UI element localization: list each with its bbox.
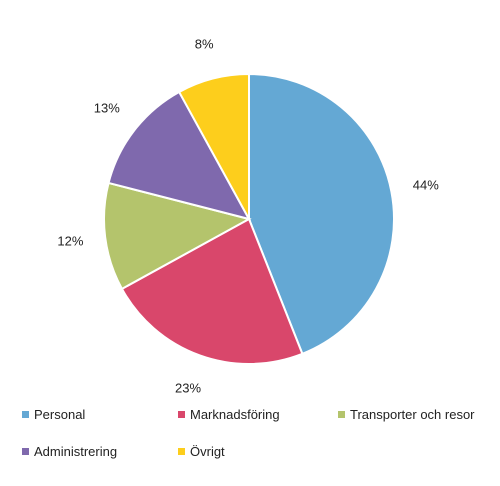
legend-label-marknadsforing: Marknadsföring (190, 407, 280, 422)
legend-swatch-transporter-och-resor (338, 411, 345, 418)
legend: Personal Marknadsföring Transporter och re… (22, 407, 475, 459)
legend-item-marknadsforing: Marknadsföring (178, 407, 280, 422)
pie-slice-administrering (107, 90, 251, 221)
legend-swatch-personal (22, 411, 29, 418)
pie-slice-marknadsforing (120, 217, 304, 365)
pie-slice-transporter-och-resor (103, 181, 252, 291)
legend-label-personal: Personal (34, 407, 85, 422)
data-label-marknadsforing: 23% (175, 380, 201, 395)
legend-item-administrering: Administrering (22, 444, 117, 459)
legend-item-personal: Personal (22, 407, 85, 422)
legend-swatch-administrering (22, 448, 29, 455)
data-label-ovrigt: 8% (195, 37, 214, 52)
data-label-transporter-och-resor: 12% (57, 234, 83, 249)
pie-data-labels: 44% 23% 12% 13% 8% (57, 37, 439, 396)
legend-item-transporter-och-resor: Transporter och resor (338, 407, 475, 422)
legend-swatch-marknadsforing (178, 411, 185, 418)
data-label-administrering: 13% (94, 101, 120, 116)
data-label-personal: 44% (413, 177, 439, 192)
pie-slice-personal (248, 72, 395, 356)
pie-slices (103, 72, 395, 365)
legend-label-administrering: Administrering (34, 444, 117, 459)
legend-item-ovrigt: Övrigt (178, 444, 225, 459)
legend-swatch-ovrigt (178, 448, 185, 455)
legend-label-transporter-och-resor: Transporter och resor (350, 407, 475, 422)
pie-slice-ovrigt (177, 72, 250, 220)
legend-label-ovrigt: Övrigt (190, 444, 225, 459)
